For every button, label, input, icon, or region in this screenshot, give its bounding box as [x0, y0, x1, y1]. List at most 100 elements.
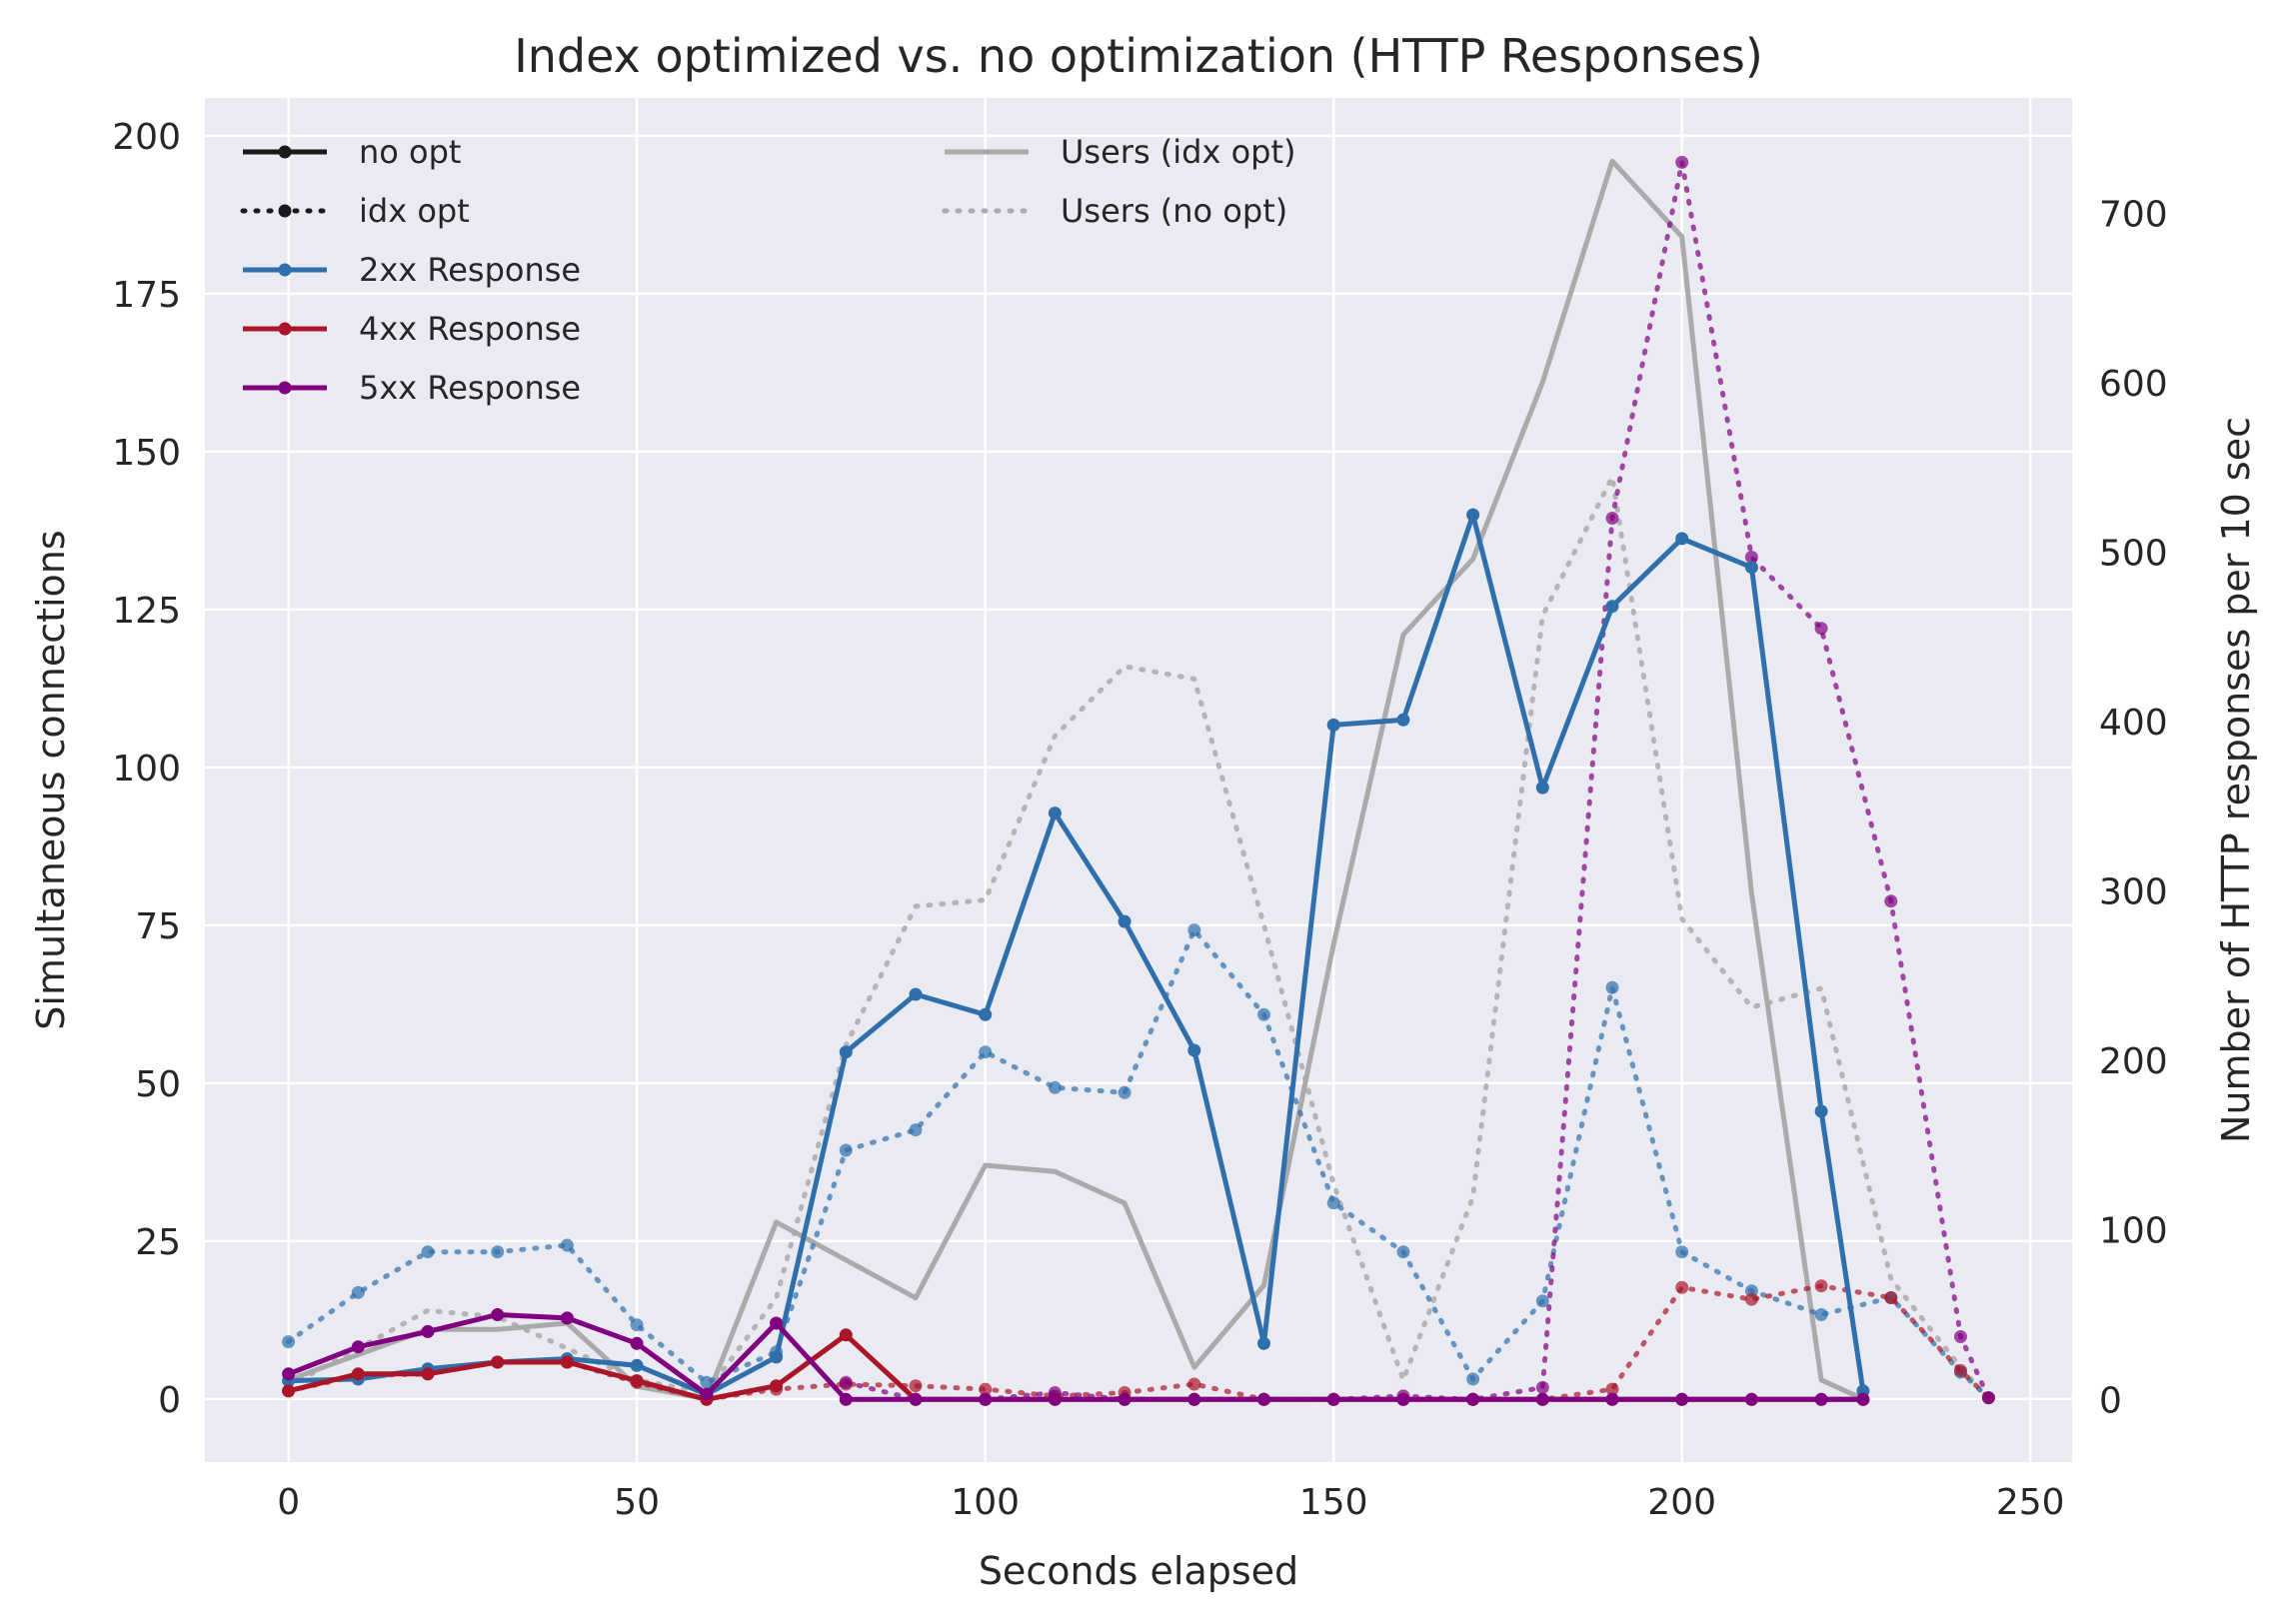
- data-point: [1466, 1392, 1480, 1406]
- data-point: [1048, 1392, 1062, 1406]
- data-point: [1535, 781, 1549, 795]
- data-point: [1535, 1392, 1549, 1406]
- data-point: [351, 1285, 365, 1299]
- x-tick-label: 100: [951, 1482, 1020, 1523]
- data-point: [1118, 1392, 1132, 1406]
- data-point: [351, 1340, 365, 1354]
- data-point: [630, 1358, 644, 1372]
- gridlines: [205, 98, 2072, 1462]
- legend-right: Users (idx opt) Users (no opt): [942, 133, 1296, 230]
- series-users-idx-opt: [287, 158, 1864, 1402]
- data-point: [1814, 1279, 1828, 1293]
- y2-tick-label: 100: [2099, 1211, 2168, 1252]
- series-line: [288, 512, 1866, 1397]
- data-point: [421, 1245, 435, 1259]
- data-point: [630, 1318, 644, 1332]
- data-point: [1396, 1392, 1410, 1406]
- legend-item: 5xx Response: [243, 369, 581, 407]
- data-point: [1257, 1007, 1270, 1021]
- series-line: [287, 1312, 1863, 1402]
- legend-label: no opt: [359, 133, 461, 171]
- data-point: [839, 1045, 853, 1059]
- data-point: [491, 1245, 505, 1259]
- series-users-no-opt: [286, 474, 1991, 1402]
- legend-item: Users (no opt): [942, 192, 1287, 230]
- series-line: [286, 927, 1991, 1401]
- y-tick-label: 0: [158, 1380, 181, 1421]
- data-point: [839, 1375, 853, 1389]
- data-point: [1981, 1391, 1995, 1405]
- data-point: [1605, 1392, 1619, 1406]
- data-point: [1187, 1043, 1201, 1057]
- data-point: [421, 1367, 435, 1381]
- data-point: [560, 1355, 574, 1369]
- y2-tick-label: 400: [2099, 703, 2168, 744]
- legend-marker: [278, 204, 292, 218]
- data-point: [770, 1379, 784, 1393]
- legend-marker: [278, 322, 292, 336]
- data-point: [1954, 1363, 1967, 1377]
- legend-item: idx opt: [240, 192, 470, 230]
- data-point: [1257, 1392, 1270, 1406]
- data-point: [1605, 1382, 1619, 1396]
- data-point: [1118, 1085, 1132, 1099]
- data-point: [979, 1045, 993, 1059]
- y-axis-label: Simultaneous connections: [29, 530, 73, 1029]
- y2-axis-label: Number of HTTP responses per 10 sec: [2214, 417, 2258, 1143]
- legend-item: no opt: [243, 133, 461, 171]
- data-point: [1118, 914, 1132, 928]
- legend-label: Users (idx opt): [1061, 133, 1296, 171]
- y-tick-label: 150: [112, 433, 181, 474]
- x-tick-label: 0: [277, 1482, 300, 1523]
- data-point: [1257, 1336, 1270, 1350]
- series-line: [287, 158, 1864, 1402]
- data-point: [1605, 980, 1619, 994]
- y2-tick-label: 200: [2099, 1041, 2168, 1082]
- y-tick-label: 200: [112, 117, 181, 158]
- data-point: [979, 1392, 993, 1406]
- series-5xx-response-no-opt: [282, 1308, 1870, 1406]
- data-point: [1326, 718, 1340, 732]
- y-tick-label: 75: [135, 906, 181, 947]
- data-point: [1884, 1291, 1898, 1304]
- x-tick-label: 150: [1299, 1482, 1368, 1523]
- plot-area: [205, 98, 2072, 1462]
- data-point: [1814, 1392, 1828, 1406]
- legend-label: idx opt: [359, 192, 470, 230]
- data-point: [909, 1123, 923, 1137]
- data-point: [1744, 551, 1758, 564]
- data-point: [1675, 1392, 1689, 1406]
- data-point: [1675, 1245, 1689, 1259]
- data-point: [1605, 512, 1619, 525]
- data-point: [1187, 1377, 1201, 1391]
- series-line: [843, 159, 1991, 1402]
- y2-tick-label: 700: [2099, 194, 2168, 235]
- data-point: [1814, 1104, 1828, 1118]
- series-line: [286, 1283, 1991, 1402]
- x-axis-label: Seconds elapsed: [979, 1549, 1298, 1593]
- data-point: [1744, 1392, 1758, 1406]
- data-point: [770, 1316, 784, 1330]
- legend-item: Users (idx opt): [945, 133, 1296, 171]
- data-point: [909, 1392, 923, 1406]
- x-tick-label: 250: [1996, 1482, 2065, 1523]
- data-point: [282, 1384, 296, 1398]
- data-point: [1814, 622, 1828, 636]
- data-point: [351, 1367, 365, 1381]
- data-point: [1048, 1080, 1062, 1094]
- y-tick-label: 175: [112, 275, 181, 316]
- y-tick-label: 50: [135, 1064, 181, 1105]
- data-point: [630, 1374, 644, 1388]
- data-point: [1954, 1330, 1967, 1343]
- legend-label: 4xx Response: [359, 310, 581, 348]
- data-point: [770, 1350, 784, 1364]
- data-point: [1396, 1245, 1410, 1259]
- data-point: [282, 1367, 296, 1381]
- tick-labels: 0 50 100 150 200 250 0 25 50 75 100 125 150 175 200 0 10…: [112, 117, 2167, 1523]
- data-point: [630, 1336, 644, 1350]
- data-point: [421, 1324, 435, 1338]
- y2-tick-label: 0: [2099, 1380, 2122, 1421]
- y-tick-label: 125: [112, 591, 181, 632]
- y2-tick-label: 300: [2099, 872, 2168, 913]
